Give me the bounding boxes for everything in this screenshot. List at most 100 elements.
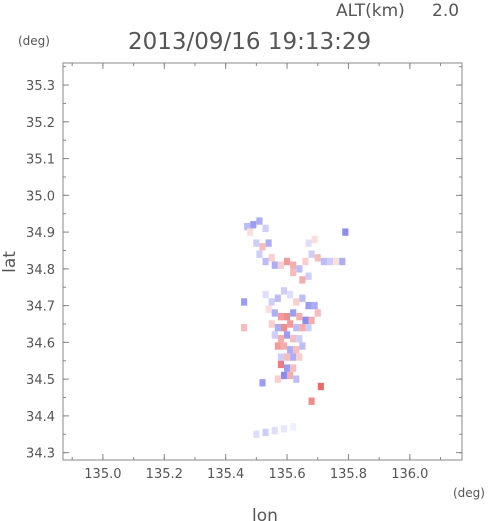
radar-cell: [271, 261, 278, 269]
radar-cell: [311, 301, 318, 310]
radar-cell: [277, 335, 284, 343]
radar-cell: [265, 239, 272, 247]
radar-cell: [287, 290, 294, 299]
radar-cell: [256, 250, 263, 258]
radar-cell: [256, 217, 263, 225]
radar-cell: [299, 323, 306, 332]
radar-cell: [247, 228, 254, 236]
y-tick-label: 35.3: [26, 79, 55, 94]
radar-cell: [290, 309, 297, 317]
axes: [62, 62, 463, 461]
radar-cell: [290, 364, 297, 372]
radar-cell: [280, 342, 288, 350]
radar-cell: [265, 305, 272, 313]
radar-cell: [250, 221, 257, 229]
x-tick-label: 135.8: [330, 467, 367, 482]
radar-cell: [299, 276, 306, 284]
radar-cell: [290, 335, 297, 343]
radar-cell: [268, 254, 275, 262]
x-axis-label: lon: [252, 506, 278, 521]
radar-cell: [283, 353, 291, 361]
radar-cell: [299, 294, 306, 302]
radar-cell: [293, 323, 300, 332]
radar-cell: [280, 425, 288, 433]
radar-cell: [308, 316, 315, 324]
radar-cell: [290, 423, 297, 431]
y-tick-label: 34.9: [26, 226, 55, 241]
y-tick-label: 34.5: [26, 373, 55, 388]
radar-cell: [283, 364, 291, 372]
x-tick-label: 135.2: [146, 467, 183, 482]
radar-cell: [283, 257, 291, 266]
radar-cell: [268, 320, 275, 328]
radar-cell: [314, 254, 321, 262]
y-unit-label: (deg): [18, 34, 50, 48]
radar-cell: [296, 312, 303, 321]
radar-cell: [296, 265, 303, 273]
y-axis-label: lat: [0, 251, 20, 273]
radar-cell: [305, 272, 312, 280]
radar-cell: [302, 257, 309, 266]
radar-cell: [339, 257, 346, 266]
radar-cell: [287, 320, 294, 328]
radar-cell: [277, 360, 284, 369]
radar-cell: [308, 250, 315, 258]
radar-cell: [326, 257, 334, 266]
radar-cell: [262, 257, 269, 266]
radar-cell: [262, 224, 269, 233]
radar-cell: [299, 342, 306, 350]
x-unit-label: (deg): [453, 486, 485, 500]
radar-cell: [268, 298, 275, 306]
radar-cell: [271, 331, 278, 339]
radar-cell: [305, 301, 312, 310]
radar-cell: [253, 239, 260, 247]
radar-cell: [290, 268, 297, 277]
radar-cell: [271, 309, 278, 317]
radar-cell: [271, 426, 278, 435]
radar-cell: [280, 287, 288, 295]
y-tick-label: 35.0: [26, 189, 55, 204]
x-tick-label: 136.0: [391, 467, 428, 482]
radar-cell: [317, 382, 324, 391]
radar-cell: [287, 371, 294, 380]
radar-cell: [274, 323, 281, 332]
altitude-label: ALT(km): [336, 1, 405, 21]
radar-cell: [274, 342, 281, 350]
radar-cell: [262, 290, 269, 299]
y-tick-label: 35.1: [26, 153, 55, 168]
radar-cell: [311, 235, 318, 244]
radar-cell: [290, 353, 297, 361]
radar-cell: [302, 316, 309, 324]
y-tick-label: 35.2: [26, 116, 55, 131]
radar-cell: [290, 261, 297, 269]
radar-cell: [305, 323, 312, 332]
x-tick-label: 135.6: [268, 467, 305, 482]
radar-cell: [293, 298, 300, 306]
radar-cell: [259, 379, 266, 387]
radar-cell: [308, 397, 315, 405]
radar-cell: [277, 353, 284, 361]
chart-title: 2013/09/16 19:13:29: [128, 29, 371, 55]
radar-cell: [342, 228, 349, 236]
radar-cell: [277, 261, 284, 269]
radar-cell: [305, 239, 312, 247]
radar-cells: [241, 217, 349, 438]
radar-cell: [274, 294, 281, 302]
x-tick-label: 135.4: [207, 467, 244, 482]
y-ticks: 34.3 34.4 34.5 34.6 34.7 34.8 34.9 35.0 35.1 35.2…: [26, 66, 462, 462]
radar-cell: [262, 428, 269, 437]
plot-frame: [62, 62, 463, 461]
radar-cell: [296, 353, 303, 361]
radar-cell: [293, 375, 300, 383]
radar-cell: [296, 335, 303, 343]
radar-cell: [280, 371, 288, 380]
y-tick-label: 34.3: [26, 447, 55, 462]
radar-cell: [241, 298, 248, 306]
radar-cell: [320, 257, 327, 266]
y-tick-label: 34.8: [26, 263, 55, 278]
radar-cell: [293, 346, 300, 354]
radar-cell: [333, 257, 340, 266]
x-tick-label: 135.0: [84, 467, 121, 482]
radar-cell: [283, 331, 291, 339]
